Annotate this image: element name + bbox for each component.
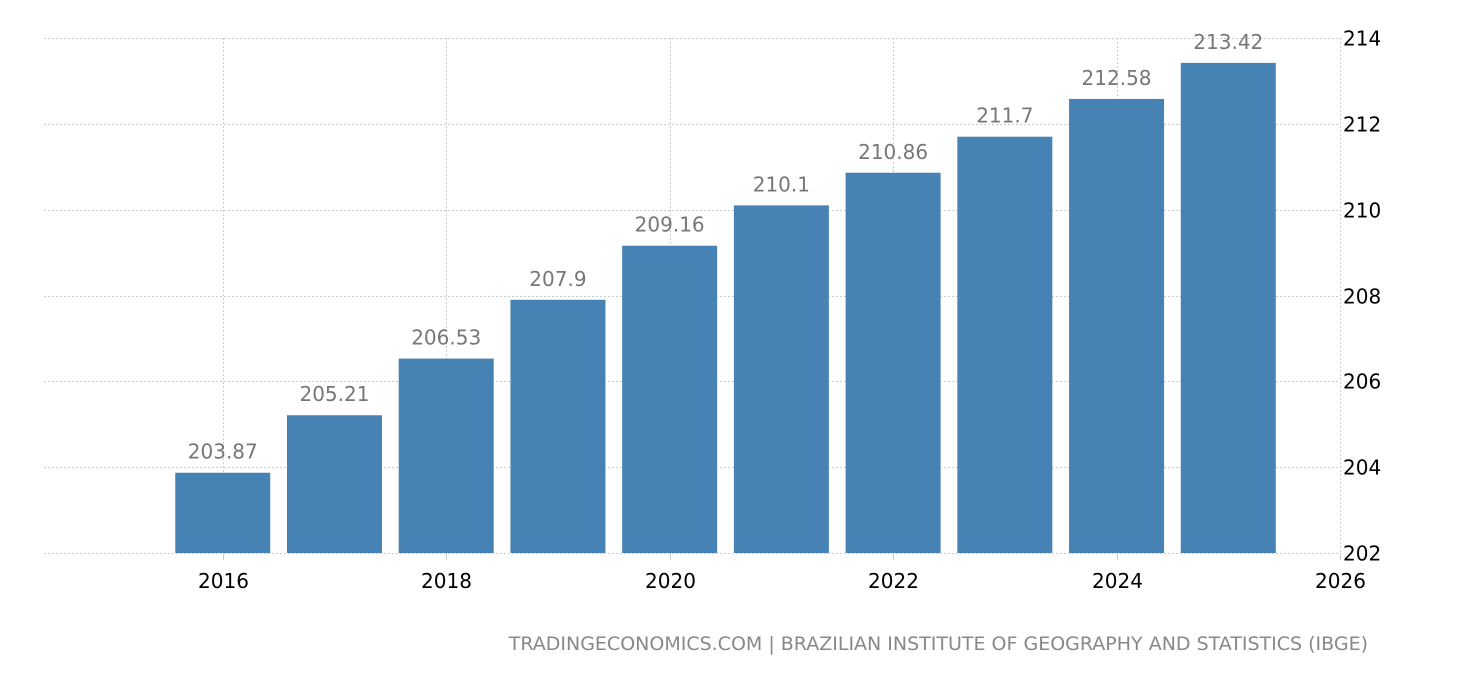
y-tick-label: 210 [1343,199,1381,223]
data-labels: 203.87 205.21 206.53 207.9 209.16 210.1 210.86… [188,30,1264,464]
x-tick-label: 2020 [645,569,696,593]
y-tick-label: 208 [1343,285,1381,309]
data-label-2020: 209.16 [635,213,705,237]
x-tick-label: 2024 [1092,569,1143,593]
y-tick-label: 212 [1343,113,1381,137]
bar-2025 [1180,62,1276,554]
data-label-2021: 210.1 [753,172,810,196]
x-tick-label: 2022 [868,569,919,593]
x-tick-label: 2016 [198,569,249,593]
data-label-2023: 211.7 [976,104,1033,128]
bar-2022 [845,172,941,553]
bar-2018 [398,358,494,553]
bar-2021 [733,205,829,553]
data-label-2018: 206.53 [411,326,481,350]
bars [175,62,1276,554]
bar-2017 [286,415,382,553]
y-axis: 202 204 206 208 210 212 214 [1343,27,1381,566]
bar-2024 [1069,98,1165,554]
data-label-2016: 203.87 [188,440,258,464]
source-attribution: TRADINGECONOMICS.COM | BRAZILIAN INSTITU… [508,633,1368,655]
y-tick-label: 204 [1343,456,1381,480]
bar-2019 [510,299,606,553]
x-axis: 2016 2018 2020 2022 2024 2026 [198,569,1366,593]
data-label-2024: 212.58 [1082,66,1152,90]
x-tick-label: 2026 [1315,569,1366,593]
x-tick-label: 2018 [421,569,472,593]
bar-2023 [957,136,1053,554]
bar-2016 [175,472,271,553]
data-label-2022: 210.86 [858,140,928,164]
data-label-2017: 205.21 [299,382,369,406]
bar-2020 [622,245,718,553]
y-tick-label: 202 [1343,542,1381,566]
y-tick-label: 206 [1343,370,1381,394]
data-label-2025: 213.42 [1193,30,1263,54]
y-tick-label: 214 [1343,27,1381,51]
data-label-2019: 207.9 [529,267,586,291]
